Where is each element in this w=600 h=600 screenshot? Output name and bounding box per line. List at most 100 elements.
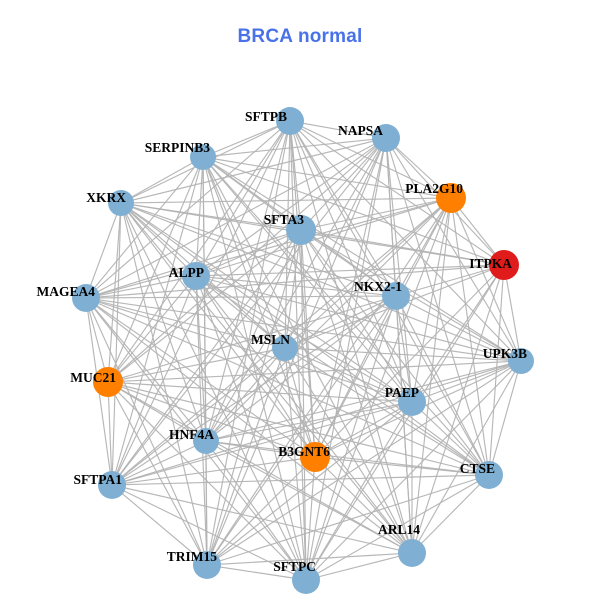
node-circle[interactable] <box>489 250 519 280</box>
edge-line <box>206 456 316 566</box>
edge-line <box>206 552 413 566</box>
graph-node[interactable]: NKX2-1 <box>354 279 410 310</box>
edge-line <box>202 156 490 476</box>
nodes-group: SFTPB NAPSA SERPINB3 PLA2G10 XKRX SFTA3 ITPKA A… <box>37 107 534 594</box>
graph-node[interactable]: SFTPC <box>273 559 320 594</box>
node-label: UPK3B <box>483 346 527 361</box>
edge-line <box>107 381 413 554</box>
edge-line <box>85 137 387 299</box>
graph-node[interactable]: MAGEA4 <box>37 284 101 312</box>
edge-line <box>120 202 208 566</box>
node-circle[interactable] <box>182 262 210 290</box>
edge-line <box>111 484 208 566</box>
node-label: MAGEA4 <box>37 284 96 299</box>
graph-node[interactable]: PLA2G10 <box>405 181 466 213</box>
graph-node[interactable]: B3GNT6 <box>278 442 330 472</box>
graph-node[interactable]: ALPP <box>169 262 210 290</box>
node-circle[interactable] <box>292 566 320 594</box>
node-circle[interactable] <box>398 388 426 416</box>
edge-line <box>206 360 522 566</box>
node-label: XKRX <box>86 190 126 205</box>
edge-line <box>195 156 204 277</box>
node-circle[interactable] <box>93 367 123 397</box>
node-circle[interactable] <box>276 107 304 135</box>
edge-line <box>411 197 452 403</box>
edge-line <box>411 360 522 554</box>
edge-line <box>206 347 286 566</box>
node-circle[interactable] <box>193 428 219 454</box>
edge-line <box>195 275 397 297</box>
graph-node[interactable]: MSLN <box>251 332 298 361</box>
edge-line <box>411 360 522 403</box>
edge-line <box>395 295 522 362</box>
edge-line <box>300 229 397 297</box>
graph-node[interactable]: MUC21 <box>70 367 123 397</box>
edge-line <box>85 275 197 299</box>
node-circle[interactable] <box>300 442 330 472</box>
node-circle[interactable] <box>72 284 100 312</box>
edge-line <box>205 197 452 442</box>
edge-line <box>85 297 413 403</box>
node-label: NAPSA <box>338 123 383 138</box>
graph-node[interactable]: SFTPA1 <box>73 471 126 499</box>
node-label: SFTA3 <box>264 212 305 227</box>
graph-node[interactable]: ARL14 <box>378 522 426 567</box>
edge-line <box>205 440 490 476</box>
graph-node[interactable]: HNF4A <box>169 427 219 454</box>
edge-line <box>107 381 316 458</box>
graph-node[interactable]: PAEP <box>385 385 426 416</box>
node-circle[interactable] <box>108 190 134 216</box>
node-circle[interactable] <box>98 471 126 499</box>
graph-node[interactable]: SERPINB3 <box>145 140 216 170</box>
graph-node[interactable]: SFTPB <box>245 107 304 135</box>
edge-line <box>120 202 397 297</box>
node-circle[interactable] <box>382 282 410 310</box>
graph-node[interactable]: XKRX <box>86 190 134 216</box>
node-circle[interactable] <box>372 124 400 152</box>
node-label: NKX2-1 <box>354 279 402 294</box>
edge-line <box>300 229 522 362</box>
node-circle[interactable] <box>286 215 316 245</box>
edge-line <box>107 347 286 383</box>
graph-node[interactable]: NAPSA <box>338 123 400 152</box>
edge-line <box>289 120 505 266</box>
edge-line <box>284 347 307 581</box>
edge-line <box>195 264 505 277</box>
node-circle[interactable] <box>272 335 298 361</box>
edge-line <box>120 202 307 581</box>
node-circle[interactable] <box>475 461 503 489</box>
edge-line <box>107 360 522 383</box>
graph-node[interactable]: TRIM15 <box>167 549 221 579</box>
edge-line <box>284 347 413 403</box>
edge-line <box>305 552 413 581</box>
node-circle[interactable] <box>193 551 221 579</box>
edge-line <box>195 275 207 442</box>
edge-line <box>300 229 316 458</box>
node-label: SFTPA1 <box>73 472 122 487</box>
edge-line <box>111 360 522 486</box>
edge-line <box>195 229 302 277</box>
edge-line <box>85 297 207 442</box>
edge-line <box>111 456 316 486</box>
edge-line <box>205 440 413 554</box>
edge-line <box>202 156 522 362</box>
graph-node[interactable]: ITPKA <box>469 250 519 280</box>
edge-line <box>300 229 307 581</box>
edge-line <box>111 202 122 486</box>
edge-line <box>206 401 413 566</box>
node-label: HNF4A <box>169 427 214 442</box>
edge-line <box>206 295 397 566</box>
node-circle[interactable] <box>508 348 534 374</box>
edge-line <box>202 156 307 581</box>
graph-node[interactable]: SFTA3 <box>264 212 316 245</box>
edge-line <box>120 202 413 554</box>
graph-node[interactable]: UPK3B <box>483 346 534 374</box>
edge-line <box>85 297 286 349</box>
edge-line <box>85 295 397 299</box>
node-circle[interactable] <box>436 183 466 213</box>
edge-line <box>300 229 413 554</box>
node-circle[interactable] <box>398 539 426 567</box>
node-circle[interactable] <box>190 144 216 170</box>
edges-group <box>85 120 522 581</box>
graph-node[interactable]: CTSE <box>460 461 503 489</box>
